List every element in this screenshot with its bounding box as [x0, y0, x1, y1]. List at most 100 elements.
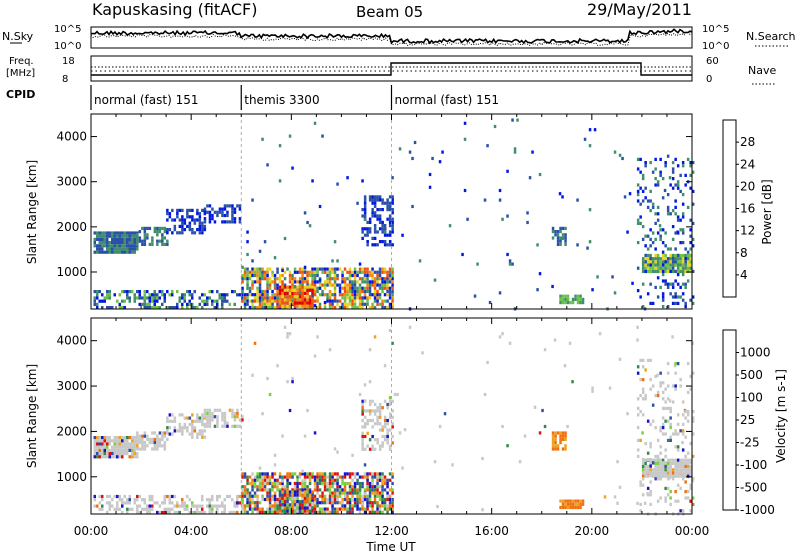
velocity-cell	[308, 500, 312, 504]
power-cell	[301, 288, 304, 292]
velocity-cell	[128, 448, 131, 452]
power-cell	[651, 257, 655, 261]
velocity-cell	[674, 471, 677, 475]
power-cell	[306, 273, 309, 278]
power-cell	[351, 305, 354, 310]
power-cell	[559, 242, 562, 246]
velocity-cell	[581, 502, 585, 506]
velocity-cell	[306, 475, 309, 479]
velocity-cell	[203, 408, 207, 412]
velocity-cell	[378, 447, 382, 451]
power-cell	[328, 270, 332, 274]
power-cell	[649, 228, 652, 232]
velocity-cell	[191, 419, 194, 423]
velocity-cell	[581, 499, 585, 503]
power-cell	[201, 228, 204, 232]
power-cell	[679, 269, 682, 274]
velocity-cell	[671, 458, 675, 462]
power-cell	[161, 226, 164, 230]
velocity-cell	[501, 332, 504, 336]
velocity-cell	[351, 494, 354, 498]
power-cell	[148, 296, 151, 300]
power-cell	[328, 283, 332, 287]
velocity-cell	[188, 416, 192, 420]
power-cell	[226, 204, 229, 208]
velocity-cell	[661, 416, 665, 420]
velocity-cell	[136, 507, 139, 511]
velocity-cell	[649, 502, 652, 506]
power-cell	[686, 263, 690, 267]
velocity-cell	[206, 408, 209, 412]
power-cell	[363, 277, 367, 281]
power-cell	[353, 267, 357, 271]
velocity-cell	[386, 478, 389, 482]
power-cell	[203, 302, 206, 306]
power-cell	[361, 280, 364, 284]
power-cell	[343, 267, 347, 271]
power-cell	[644, 164, 647, 168]
power-cell	[226, 220, 229, 224]
power-cell	[273, 286, 277, 290]
power-cell	[101, 244, 104, 248]
power-cell	[128, 234, 131, 238]
power-cell	[671, 209, 675, 213]
power-cell	[288, 277, 292, 281]
velocity-cell	[101, 507, 104, 511]
power-cell	[108, 293, 111, 297]
power-cell	[671, 301, 675, 305]
power-cell	[663, 188, 667, 193]
velocity-cell	[278, 503, 282, 507]
velocity-cell	[233, 504, 236, 508]
power-cell	[669, 263, 672, 267]
power-cell	[283, 236, 287, 241]
velocity-cell	[351, 485, 354, 489]
power-cell	[661, 196, 665, 200]
velocity-cell	[686, 490, 690, 494]
power-cell	[681, 241, 685, 245]
time-tick-label: 00:00	[675, 524, 710, 538]
velocity-cell	[651, 471, 655, 475]
power-cell	[121, 231, 124, 235]
power-cell	[311, 304, 314, 308]
velocity-cell	[323, 488, 327, 492]
power-cell	[253, 299, 257, 303]
velocity-cell	[203, 424, 207, 428]
velocity-cell	[313, 494, 317, 498]
velocity-cell	[341, 507, 344, 511]
power-cell	[318, 267, 322, 271]
velocity-cell	[569, 502, 572, 506]
power-cell	[383, 243, 387, 247]
power-cell	[671, 266, 675, 270]
velocity-cell	[644, 458, 647, 462]
power-cell	[228, 302, 231, 306]
power-cell	[649, 257, 652, 261]
velocity-cell	[646, 451, 650, 455]
power-cell	[644, 244, 647, 248]
power-cell	[188, 208, 192, 212]
power-cell	[286, 295, 289, 299]
power-cell	[291, 277, 294, 281]
power-cell	[588, 144, 592, 148]
power-cell	[528, 176, 532, 180]
power-cell	[368, 198, 372, 202]
power-cell	[128, 247, 131, 251]
velocity-cell	[313, 478, 317, 482]
power-cell	[238, 293, 241, 297]
power-cell	[661, 298, 665, 302]
power-cell	[654, 253, 657, 258]
velocity-cell	[666, 362, 670, 366]
velocity-cell	[136, 455, 139, 459]
power-cell	[311, 288, 314, 292]
velocity-cell	[554, 444, 557, 448]
power-cell	[143, 236, 147, 240]
velocity-cell	[661, 390, 665, 394]
velocity-cell	[376, 510, 379, 514]
power-cell	[203, 228, 207, 232]
power-cell	[328, 302, 332, 306]
velocity-cell	[358, 491, 362, 495]
power-cell	[216, 302, 219, 306]
power-cell	[654, 177, 657, 181]
velocity-cell	[271, 488, 274, 492]
velocity-cell	[148, 507, 151, 511]
